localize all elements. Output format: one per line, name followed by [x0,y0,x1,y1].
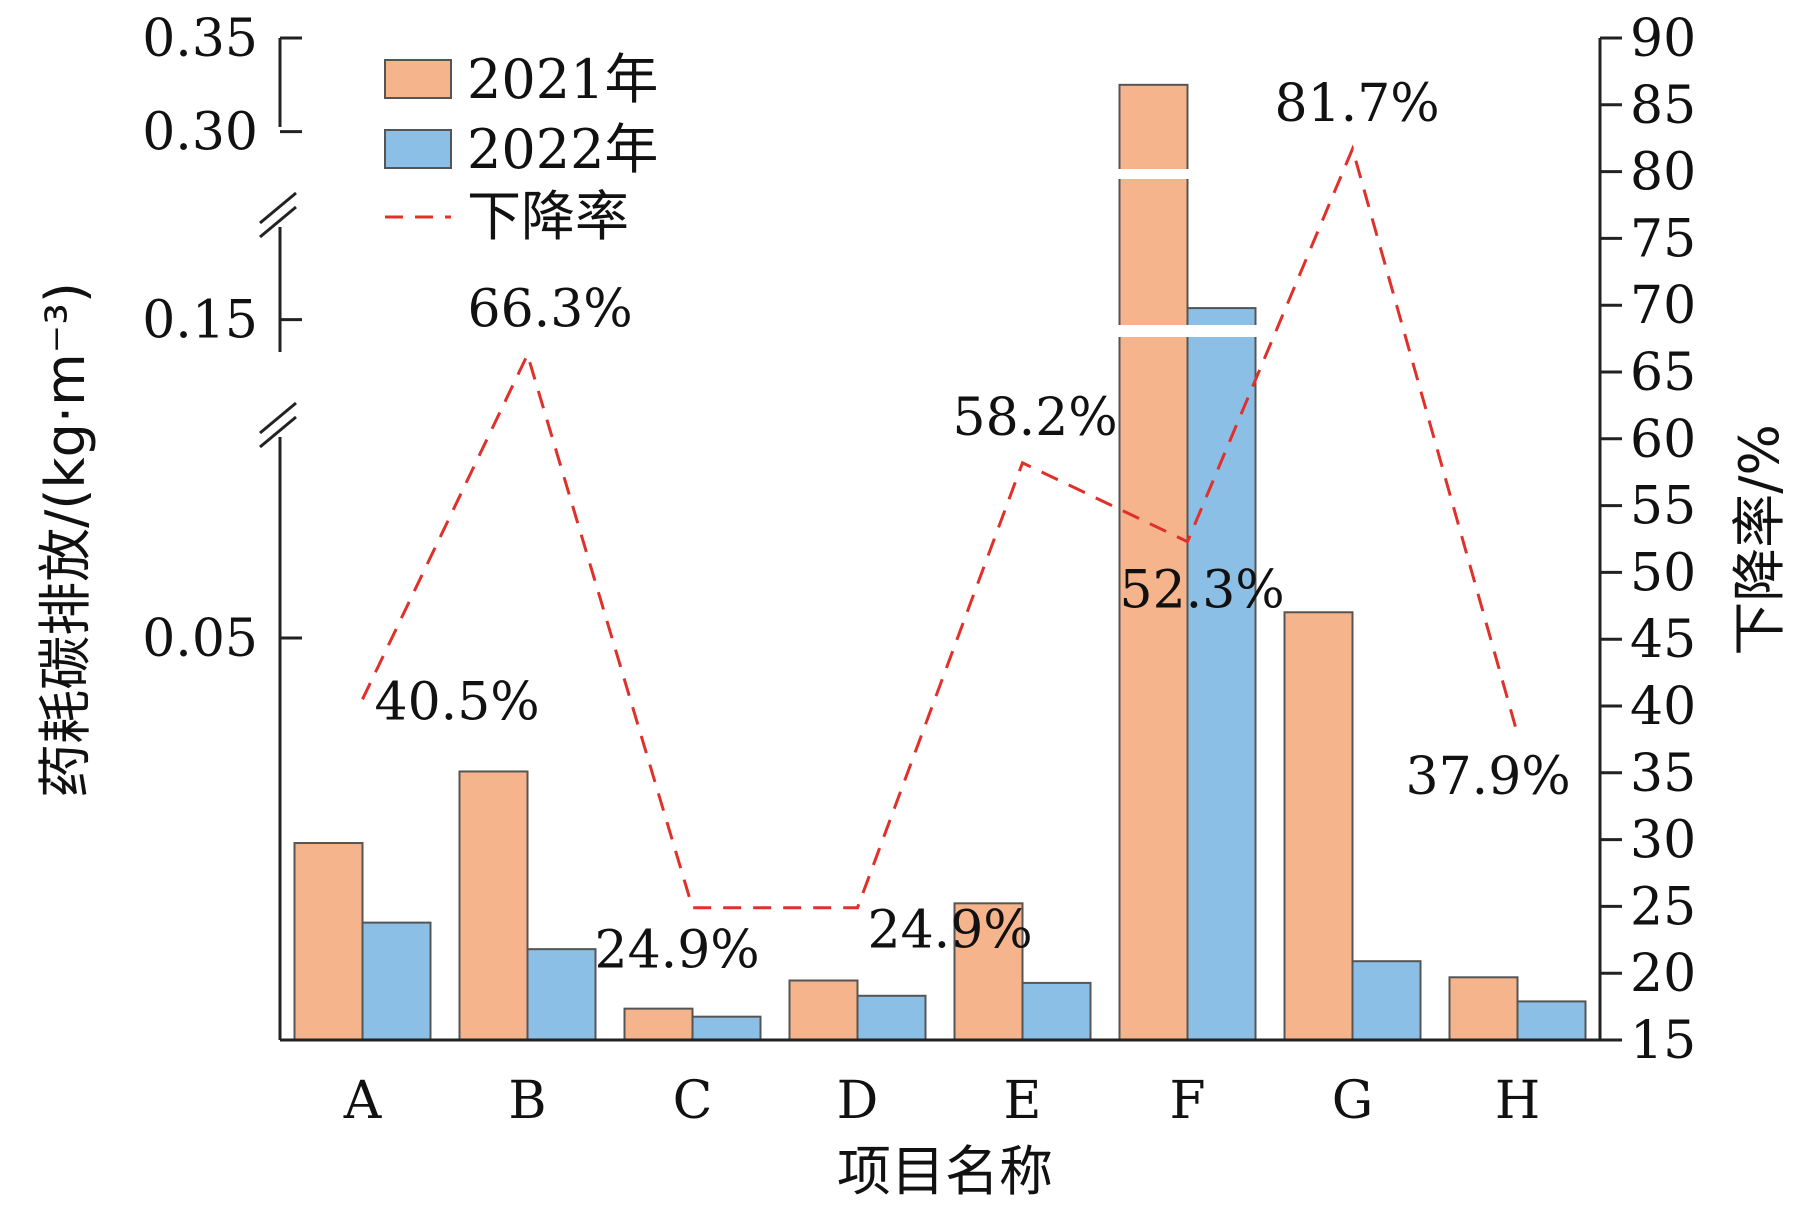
bar-2021-A [293,842,364,1042]
y2-tick-label: 35 [1630,744,1696,804]
y2-tick-label: 90 [1630,9,1696,69]
y2-tick-label: 55 [1630,477,1696,537]
bar-2021-F [1118,83,1189,1042]
y-tick-label: 0.30 [142,103,258,163]
rate-data-label: 81.7% [1275,74,1440,134]
x-tick-label: G [1332,1071,1374,1131]
y-tick-labels: 0.05 0.15 0.30 0.35 [142,9,258,669]
bar-2021-H [1448,976,1519,1042]
y-tick-label: 0.05 [142,609,258,669]
legend: 2021年 2022年 下降率 [384,48,658,248]
x-tick-label: E [1004,1071,1042,1131]
bar-2022-H [1516,1000,1587,1042]
y-axis-break-mark [259,205,297,239]
y2-tick-label: 70 [1630,276,1696,336]
rate-polyline [361,144,1519,910]
legend-swatch-2022 [384,129,452,169]
y2-tick-label: 75 [1630,209,1696,269]
rate-data-label: 58.2% [953,388,1118,448]
x-tick-label: D [837,1071,879,1131]
rate-data-label: 40.5% [375,672,540,732]
rate-data-label: 24.9% [595,921,760,981]
bar-2022-B [526,948,597,1042]
bar-2021-G [1283,611,1354,1041]
y-axis-break-mark [259,401,297,435]
y2-tick-label: 85 [1630,76,1696,136]
rate-line-series [361,144,1519,910]
rate-labels: 40.5% 66.3% 24.9% 24.9% 58.2% 52.3% 81.7% 37.9% [375,74,1571,981]
x-tick-labels: A B C D E F G H [343,1071,1540,1131]
legend-label-2022: 2022年 [467,118,658,181]
y2-tick-label: 20 [1630,944,1696,1004]
y2-tick-label: 45 [1630,610,1696,670]
bar-break-gap-lower [1116,325,1191,337]
x-tick-label: C [673,1071,713,1131]
legend-label-2021: 2021年 [467,48,658,111]
bar-2021-D [788,979,859,1042]
y-axis-title: 药耗碳排放/(kg·m⁻³) [34,282,97,798]
x-tick-label: B [508,1071,546,1131]
bar-2021-B [458,770,529,1041]
rate-data-label: 37.9% [1406,747,1571,807]
y2-tick-label: 80 [1630,143,1696,203]
legend-label-rate: 下降率 [467,185,629,248]
y2-tick-label: 50 [1630,543,1696,603]
axes [259,36,1622,1042]
bar-2022-A [361,921,432,1042]
x-tick-label: H [1495,1071,1540,1131]
y-axis-break-mark [259,415,297,449]
rate-data-label: 66.3% [468,280,633,340]
y-tick-label: 0.15 [142,291,258,351]
bar-2022-C [691,1015,762,1042]
y-axis-break-mark [259,191,297,225]
y2-tick-label: 60 [1630,410,1696,470]
rate-data-label: 52.3% [1120,561,1285,621]
bar-break-gap-upper [1116,169,1191,179]
y2-tick-label: 40 [1630,677,1696,737]
bar-2022-G [1351,960,1422,1042]
y-tick-label: 0.35 [142,9,258,69]
bar-break-gap-lower [1184,325,1259,337]
x-axis-title: 项目名称 [837,1140,1053,1203]
bar-2022-D [856,994,927,1042]
bar-2022-F [1186,307,1257,1042]
bar-2021-C [623,1007,694,1041]
bars-2021-series [293,83,1519,1042]
y2-tick-label: 65 [1630,343,1696,403]
y2-tick-label: 25 [1630,877,1696,937]
bars-2022-series [361,307,1587,1042]
bar-2022-E [1021,981,1092,1042]
x-tick-label: F [1169,1071,1205,1131]
y2-tick-label: 30 [1630,811,1696,871]
rate-data-label: 24.9% [868,901,1033,961]
y2-axis-title: 下降率/% [1728,424,1791,656]
legend-swatch-2021 [384,59,452,99]
y2-tick-label: 15 [1630,1011,1696,1071]
x-tick-label: A [343,1071,383,1131]
